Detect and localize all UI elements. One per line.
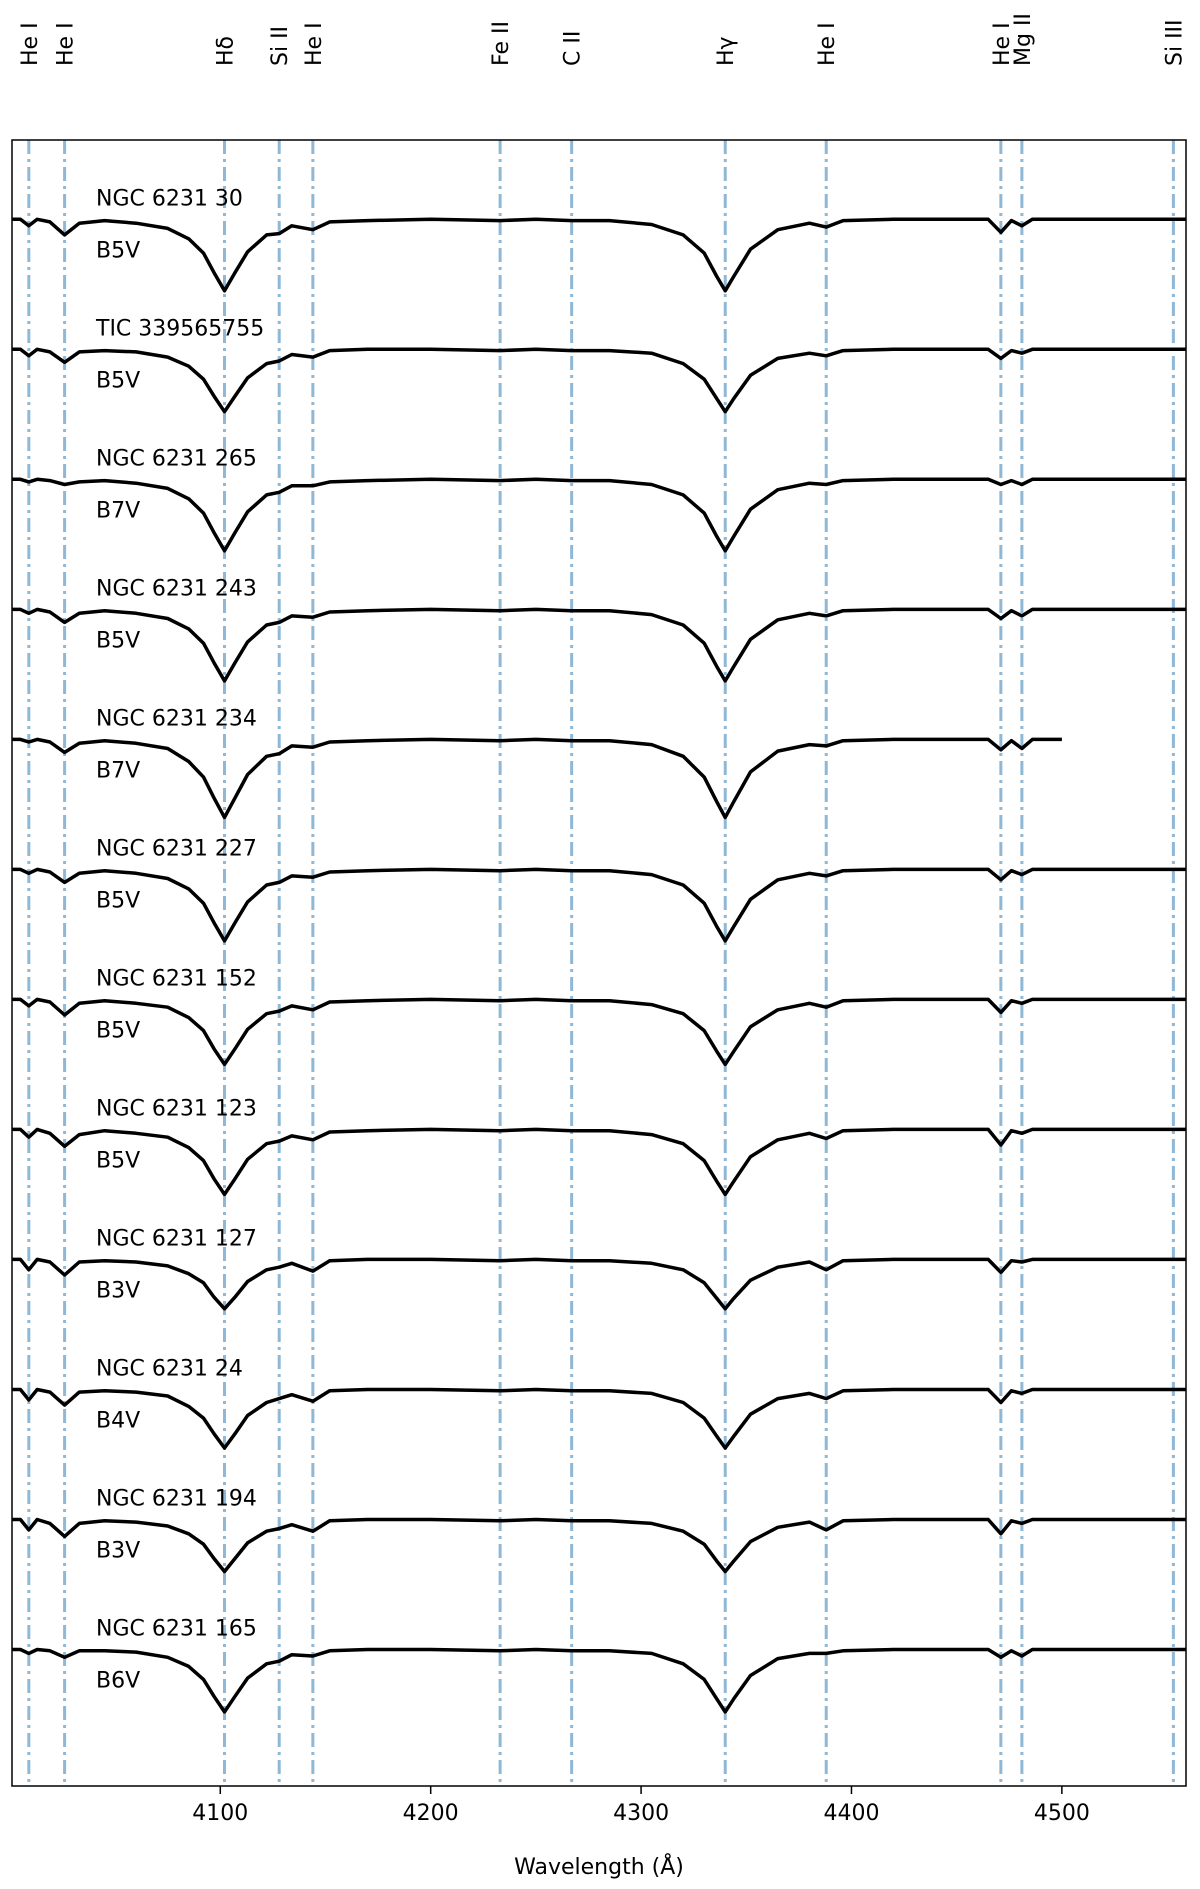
spectral-type: B5V [96,368,140,393]
star-name: NGC 6231 227 [96,836,257,861]
spectral-type: B6V [96,1668,140,1693]
spectrum [12,997,1186,1067]
line-label: Si II [268,26,293,66]
spectral-type: B5V [96,238,140,263]
line-label: He I [302,22,327,66]
spectrum [12,1517,1186,1574]
spectrum [12,477,1186,553]
spectral-type: B4V [96,1408,140,1433]
x-tick-label: 4100 [192,1801,248,1826]
spectral-type: B5V [96,1148,140,1173]
star-name: TIC 339565755 [95,316,264,341]
line-label: Hδ [213,36,238,66]
line-label: He I [815,22,840,66]
star-name: NGC 6231 165 [96,1616,257,1641]
plot-frame [11,139,1187,1787]
line-label: Fe II [489,21,514,66]
spectrum [12,737,1062,820]
star-name: NGC 6231 127 [96,1226,257,1251]
star-name: NGC 6231 123 [96,1096,257,1121]
x-tick-label: 4200 [403,1801,459,1826]
spectrum [12,217,1186,293]
line-label: Mg II [1011,13,1036,66]
x-tick-label: 4500 [1034,1801,1090,1826]
star-name: NGC 6231 194 [96,1486,257,1511]
spectrum [12,1387,1186,1450]
star-name: NGC 6231 24 [96,1356,243,1381]
star-name: NGC 6231 152 [96,966,257,991]
line-label: Hγ [714,36,739,66]
spectral-type: B7V [96,498,140,523]
spectral-type: B5V [96,628,140,653]
line-label: He I [54,22,79,66]
spectral-type: B3V [96,1538,140,1563]
line-label: Si III [1162,19,1187,66]
spectrum [12,1647,1186,1714]
star-name: NGC 6231 243 [96,576,257,601]
spectrum [12,347,1186,414]
spectral-type: B7V [96,758,140,783]
star-name: NGC 6231 30 [96,186,243,211]
spectrum [12,867,1186,943]
x-tick-label: 4400 [823,1801,879,1826]
spectral-type: B3V [96,1278,140,1303]
line-label: He I [18,22,43,66]
line-label: He I [990,22,1015,66]
x-tick-label: 4300 [613,1801,669,1826]
spectrum [12,1257,1186,1311]
spectral-type: B5V [96,888,140,913]
star-name: NGC 6231 265 [96,446,257,471]
spectral-type: B5V [96,1018,140,1043]
spectrum [12,607,1186,683]
spectrum [12,1127,1186,1197]
line-label: C II [561,31,586,66]
x-axis-label: Wavelength (Å) [514,1853,684,1880]
star-name: NGC 6231 234 [96,706,257,731]
